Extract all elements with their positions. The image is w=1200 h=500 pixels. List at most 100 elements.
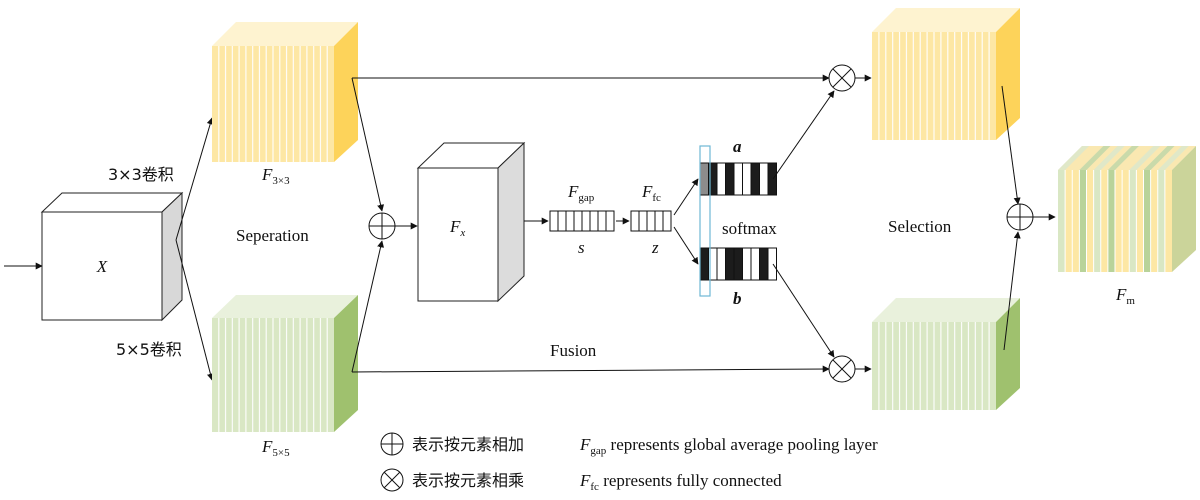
input-label: X [96,257,108,276]
output-top-stripe [1107,146,1139,170]
attention-b-cell [716,247,726,281]
gap-vector [549,210,615,232]
gap-vector-cell [581,210,591,232]
gap-vector-cell [565,210,575,232]
legend-fc-desc: Ffc represents fully connected [579,471,782,493]
gap-label: Fgap [567,182,595,204]
multiply-icon-top [828,64,856,92]
attention-b-cell [767,247,777,281]
gap-vector-cell [573,210,583,232]
output-top-stripe [1079,146,1111,170]
gap-vector-cell [549,210,559,232]
fx-label: Fx [449,217,465,239]
conv3-arrow [175,117,214,241]
gap-vector-cell [597,210,607,232]
legend: 表示按元素相加 Fgap represents global average p… [380,432,878,493]
output-stripe [1100,170,1108,272]
attention-b-cell [699,247,709,281]
output-label: Fm [1115,285,1135,307]
selection-label: Selection [888,217,952,236]
feature-cube-5x5 [212,295,358,432]
legend-sum-text: 表示按元素相加 [412,435,524,454]
output-top-stripe [1100,146,1132,170]
output-stripe [1157,170,1165,272]
a-to-multiply-arrow [772,90,835,180]
output-stripe [1129,170,1137,272]
output-top-stripe [1093,146,1125,170]
output-cube [1058,146,1196,272]
multiply-icon-bottom [828,355,856,383]
legend-multiply-icon [380,468,404,492]
attention-a-cell [767,162,777,196]
output-top-stripe [1143,146,1175,170]
output-stripe [1143,170,1151,272]
b-to-multiply-arrow [772,263,835,358]
output-stripe [1115,170,1123,272]
output-stripe [1136,170,1144,272]
legend-multiply-text: 表示按元素相乘 [412,471,524,490]
b-label: b [733,289,742,308]
attention-b-cell [750,247,760,281]
softmax-label: softmax [722,219,777,238]
output-top-stripe [1058,146,1090,170]
attention-b-cell [759,247,769,281]
attention-b-cell [725,247,735,281]
gap-vector-cell [589,210,599,232]
attention-b-cell [742,247,752,281]
seperation-label: Seperation [236,226,309,245]
output-top-stripe [1065,146,1097,170]
fc-vector [630,210,672,232]
selected-cube-5x5 [872,298,1020,410]
output-top-stripe [1150,146,1182,170]
attention-a-cell [750,162,760,196]
legend-sum-icon [380,432,404,456]
output-top-stripe [1129,146,1161,170]
fusion-label: Fusion [550,341,597,360]
input-cube [40,191,184,322]
branch3-to-sum [351,77,385,212]
fc-label: Ffc [641,182,661,204]
output-stripe [1093,170,1101,272]
output-top-stripe [1086,146,1118,170]
fx-cube [416,141,526,303]
output-stripe [1065,170,1073,272]
z-label: z [651,238,659,257]
feature-cube-3x3 [212,22,358,162]
attention-vector-b [699,247,777,281]
conv3-label: 3×3卷积 [108,165,174,184]
selected-bottom-to-sum [1003,231,1021,351]
fc-vector-cell [654,210,664,232]
output-top-stripe [1072,146,1104,170]
gap-vector-cell [605,210,615,232]
output-stripe [1122,170,1130,272]
softmax-highlight-box [699,145,711,297]
attention-a-cell [733,162,743,196]
output-top-stripe [1157,146,1189,170]
output-stripe [1079,170,1087,272]
branch5-to-sum [351,240,385,373]
output-top-stripe [1164,146,1196,170]
output-stripe [1107,170,1115,272]
bottom-path-arrow [351,365,830,373]
fc-vector-cell [646,210,656,232]
conv5-label: 5×5卷积 [116,340,182,359]
attention-a-cell [716,162,726,196]
z-to-b-arrow [673,226,699,265]
selected-cube-3x3 [872,8,1020,140]
z-to-a-arrow [673,178,699,216]
fc-vector-cell [630,210,640,232]
attention-a-cell [699,162,709,196]
output-stripe [1164,170,1172,272]
output-stripe [1086,170,1094,272]
output-top-stripe [1136,146,1168,170]
attention-b-cell [733,247,743,281]
output-top-stripe [1115,146,1147,170]
attention-a-cell [742,162,752,196]
attention-a-cell [759,162,769,196]
conv5-arrow [175,239,214,381]
legend-gap-desc: Fgap represents global average pooling l… [579,435,878,457]
final-sum-icon [1006,203,1034,231]
attention-a-cell [725,162,735,196]
output-top-stripe [1122,146,1154,170]
